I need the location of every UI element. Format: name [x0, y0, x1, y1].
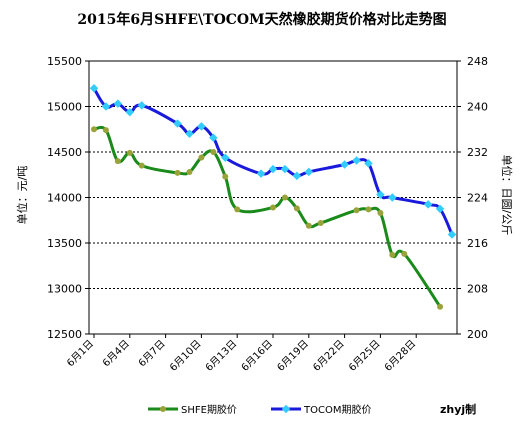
- data-point-tocom: [388, 193, 397, 202]
- x-tick-label: 6月10日: [167, 338, 203, 374]
- left-tick-label: 14500: [47, 146, 82, 159]
- x-tick-label: 6月4日: [100, 338, 132, 370]
- data-point-shfe: [126, 149, 133, 156]
- left-tick-label: 13000: [47, 283, 82, 296]
- data-point-tocom: [89, 84, 99, 93]
- data-point-shfe: [222, 173, 229, 180]
- left-axis-label: 单位：元/吨: [15, 166, 29, 225]
- x-tick-label: 6月25日: [346, 338, 382, 374]
- left-tick-label: 15000: [47, 101, 82, 114]
- chart-title: 2015年6月SHFE\TOCOM天然橡胶期货价格对比走势图: [77, 11, 446, 28]
- x-axis-ticks: 6月1日 6月4日 6月7日 6月10日 6月13日 6月16日 6月19日 6月22日 6月2…: [64, 334, 418, 374]
- data-point-shfe: [353, 207, 360, 214]
- data-point-tocom: [340, 160, 349, 169]
- data-point-shfe: [389, 251, 396, 258]
- data-point-tocom: [173, 119, 182, 128]
- data-point-shfe: [198, 154, 205, 161]
- data-point-shfe: [317, 219, 324, 226]
- x-tick-label: 6月16日: [239, 338, 275, 374]
- data-point-tocom: [137, 101, 146, 110]
- x-tick-label: 6月22日: [311, 338, 347, 374]
- x-tick-label: 6月19日: [275, 338, 311, 374]
- data-point-shfe: [270, 204, 276, 211]
- right-axis-label: 单位：日圆/公斤: [500, 155, 514, 236]
- data-point-tocom: [125, 107, 135, 117]
- data-point-shfe: [305, 222, 312, 229]
- data-point-shfe: [102, 127, 109, 134]
- data-point-shfe: [281, 194, 288, 201]
- right-axis-ticks: 200 208 216 224 232 240 248: [457, 55, 488, 341]
- data-point-tocom: [304, 167, 314, 177]
- legend: SHFE期胶价 TOCOM期胶价: [148, 403, 371, 416]
- data-point-tocom: [376, 190, 385, 199]
- data-point-shfe: [210, 149, 217, 155]
- right-tick-label: 232: [467, 146, 488, 159]
- left-tick-label: 13500: [47, 237, 82, 250]
- series-layer: [89, 84, 457, 310]
- credit-text: zhyj制: [440, 402, 476, 416]
- data-point-tocom: [101, 102, 111, 111]
- x-tick-label: 6月1日: [64, 338, 96, 370]
- legend-marker-shfe: [160, 406, 166, 412]
- legend-marker-tocom: [281, 404, 291, 414]
- legend-label-shfe: SHFE期胶价: [181, 403, 237, 416]
- data-point-tocom: [197, 122, 206, 131]
- data-point-shfe: [365, 206, 372, 213]
- data-point-tocom: [364, 159, 373, 168]
- data-point-tocom: [209, 133, 218, 143]
- gridlines: [89, 106, 457, 289]
- data-point-shfe: [186, 169, 193, 176]
- data-point-shfe: [293, 205, 300, 212]
- data-point-shfe: [138, 162, 145, 169]
- legend-label-tocom: TOCOM期胶价: [303, 403, 371, 416]
- data-point-tocom: [268, 164, 278, 174]
- right-tick-label: 224: [467, 192, 488, 205]
- data-point-tocom: [256, 169, 266, 178]
- data-point-shfe: [377, 209, 384, 216]
- data-point-tocom: [447, 230, 457, 239]
- x-tick-label: 6月28日: [382, 338, 418, 374]
- data-point-tocom: [185, 129, 194, 139]
- x-tick-label: 6月13日: [203, 338, 239, 374]
- right-tick-label: 240: [467, 101, 488, 114]
- data-point-tocom: [352, 156, 361, 165]
- data-point-tocom: [435, 204, 445, 214]
- data-point-tocom: [292, 171, 302, 181]
- data-point-shfe: [174, 169, 181, 176]
- data-point-shfe: [114, 158, 121, 165]
- right-tick-label: 248: [467, 55, 488, 68]
- data-point-shfe: [91, 126, 97, 133]
- left-axis-ticks: 12500 13000 13500 14000 14500 15000 15500: [47, 55, 89, 341]
- left-tick-label: 15500: [47, 55, 82, 68]
- data-point-tocom: [280, 164, 290, 174]
- series-line-shfe: [93, 125, 442, 308]
- data-point-shfe: [437, 303, 444, 310]
- data-point-tocom: [423, 200, 433, 209]
- right-tick-label: 216: [467, 237, 488, 250]
- data-point-shfe: [234, 206, 241, 213]
- data-point-shfe: [401, 250, 408, 257]
- data-point-tocom: [113, 99, 123, 108]
- right-tick-label: 208: [467, 283, 488, 296]
- left-tick-label: 12500: [47, 328, 82, 341]
- right-tick-label: 200: [467, 328, 488, 341]
- left-tick-label: 14000: [47, 192, 82, 205]
- data-point-tocom: [221, 153, 230, 162]
- x-tick-label: 6月7日: [136, 338, 168, 370]
